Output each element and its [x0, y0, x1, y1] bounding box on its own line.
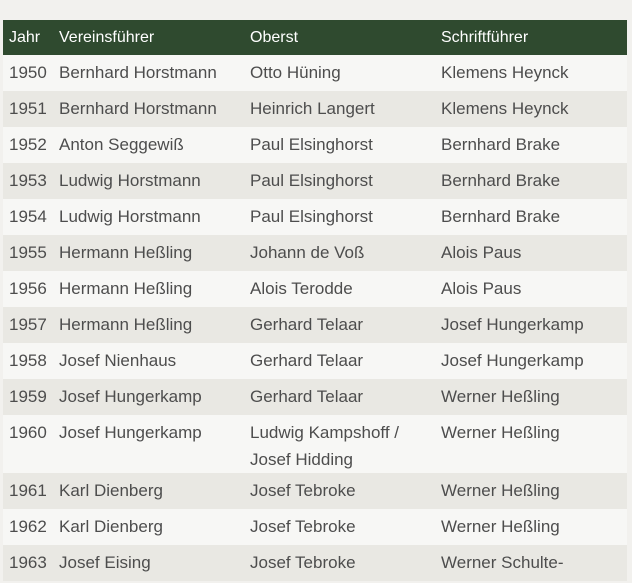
cell-oberst: Otto Hüning — [250, 63, 341, 82]
cell-year: 1963 — [9, 553, 47, 572]
cell-oberst: Paul Elsinghorst — [250, 135, 373, 154]
table-row: 1955 Hermann Heßling Johann de Voß Alois Pa… — [3, 235, 627, 271]
cell-oberst: Alois Terodde — [250, 279, 353, 298]
cell-oberst: Paul Elsinghorst — [250, 207, 373, 226]
cell-secretary: Werner Heßling — [441, 387, 560, 406]
cell-secretary: Werner Schulte- — [441, 553, 564, 572]
cell-leader: Hermann Heßling — [59, 243, 193, 262]
cell-secretary: Bernhard Brake — [441, 135, 561, 154]
cell-secretary: Klemens Heynck — [441, 99, 569, 118]
table-row: 1960 Josef Hungerkamp Ludwig Kampshoff / J… — [3, 415, 627, 473]
cell-year: 1950 — [9, 63, 47, 82]
cell-year: 1956 — [9, 279, 47, 298]
table-body: 1950 Bernhard Horstmann Otto Hüning Klemens… — [3, 55, 627, 581]
cell-leader: Karl Dienberg — [59, 517, 163, 536]
cell-secretary: Werner Heßling — [441, 481, 560, 500]
cell-leader: Karl Dienberg — [59, 481, 163, 500]
table-row: 1959 Josef Hungerkamp Gerhard Telaar Werner… — [3, 379, 627, 415]
cell-oberst: Gerhard Telaar — [250, 315, 364, 334]
header-leader: Vereinsführer — [59, 28, 155, 46]
cell-year: 1959 — [9, 387, 47, 406]
officers-table: Jahr Vereinsführer Oberst Schriftführer … — [3, 20, 627, 581]
header-secretary: Schriftführer — [441, 28, 529, 46]
cell-leader: Ludwig Horstmann — [59, 207, 201, 226]
cell-leader: Anton Seggewiß — [59, 135, 184, 154]
cell-year: 1958 — [9, 351, 47, 370]
cell-oberst: Gerhard Telaar — [250, 351, 364, 370]
table-row: 1950 Bernhard Horstmann Otto Hüning Klemens… — [3, 55, 627, 91]
table-row: 1953 Ludwig Horstmann Paul Elsinghorst Bern… — [3, 163, 627, 199]
cell-oberst: Paul Elsinghorst — [250, 171, 373, 190]
officers-table-container: Jahr Vereinsführer Oberst Schriftführer … — [3, 20, 627, 581]
cell-year: 1955 — [9, 243, 47, 262]
cell-oberst: Josef Tebroke — [250, 553, 356, 572]
cell-year: 1962 — [9, 517, 47, 536]
header-row: Jahr Vereinsführer Oberst Schriftführer — [3, 20, 627, 55]
header-year: Jahr — [9, 28, 41, 46]
cell-oberst: Josef Tebroke — [250, 481, 356, 500]
table-row: 1961 Karl Dienberg Josef Tebroke Werner Heß… — [3, 473, 627, 509]
cell-oberst: Johann de Voß — [250, 243, 365, 262]
table-row: 1957 Hermann Heßling Gerhard Telaar Josef H… — [3, 307, 627, 343]
cell-secretary: Josef Hungerkamp — [441, 315, 584, 334]
cell-leader: Josef Hungerkamp — [59, 423, 202, 442]
header-oberst: Oberst — [250, 28, 299, 46]
table-row: 1954 Ludwig Horstmann Paul Elsinghorst Bern… — [3, 199, 627, 235]
cell-year: 1953 — [9, 171, 47, 190]
table-header: Jahr Vereinsführer Oberst Schriftführer — [3, 20, 627, 55]
cell-secretary: Alois Paus — [441, 279, 522, 298]
table-row: 1963 Josef Eising Josef Tebroke Werner Schu… — [3, 545, 627, 581]
cell-leader: Ludwig Horstmann — [59, 171, 201, 190]
cell-secretary: Klemens Heynck — [441, 63, 569, 82]
cell-secretary: Bernhard Brake — [441, 171, 561, 190]
cell-leader: Hermann Heßling — [59, 315, 193, 334]
cell-oberst: Gerhard Telaar — [250, 387, 364, 406]
cell-year: 1954 — [9, 207, 47, 226]
cell-oberst: Josef Tebroke — [250, 517, 356, 536]
cell-year: 1952 — [9, 135, 47, 154]
table-row: 1962 Karl Dienberg Josef Tebroke Werner Heß… — [3, 509, 627, 545]
cell-leader: Josef Hungerkamp — [59, 387, 202, 406]
cell-leader: Josef Eising — [59, 553, 151, 572]
cell-year: 1957 — [9, 315, 47, 334]
cell-secretary: Alois Paus — [441, 243, 522, 262]
cell-leader: Hermann Heßling — [59, 279, 193, 298]
cell-secretary: Werner Heßling — [441, 423, 560, 442]
cell-year: 1960 — [9, 423, 47, 442]
cell-leader: Bernhard Horstmann — [59, 99, 217, 118]
cell-secretary: Bernhard Brake — [441, 207, 561, 226]
cell-secretary: Werner Heßling — [441, 517, 560, 536]
table-row: 1951 Bernhard Horstmann Heinrich Langert Kl… — [3, 91, 627, 127]
cell-secretary: Josef Hungerkamp — [441, 351, 584, 370]
cell-leader: Bernhard Horstmann — [59, 63, 217, 82]
table-row: 1952 Anton Seggewiß Paul Elsinghorst Bernha… — [3, 127, 627, 163]
table-row: 1956 Hermann Heßling Alois Terodde Alois Pa… — [3, 271, 627, 307]
cell-year: 1961 — [9, 481, 47, 500]
cell-oberst: Heinrich Langert — [250, 99, 375, 118]
cell-oberst: Ludwig Kampshoff / Josef Hidding — [250, 423, 399, 469]
table-row: 1958 Josef Nienhaus Gerhard Telaar Josef Hu… — [3, 343, 627, 379]
cell-year: 1951 — [9, 99, 47, 118]
cell-leader: Josef Nienhaus — [59, 351, 177, 370]
